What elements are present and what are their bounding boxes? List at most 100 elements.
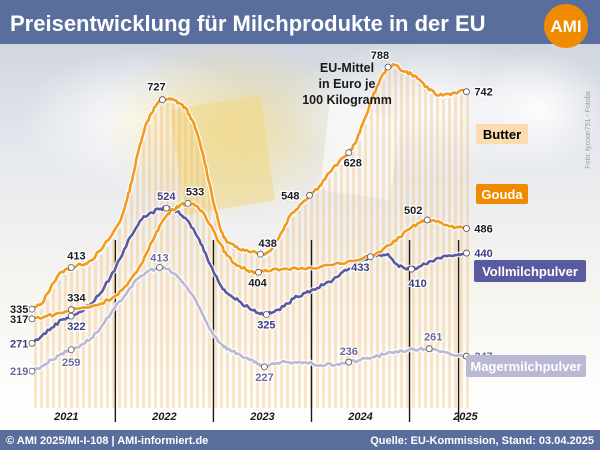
stripe-bar — [250, 254, 253, 408]
value-label: 533 — [186, 186, 204, 198]
stripe-bar — [268, 256, 271, 408]
stripe-bar — [256, 256, 259, 408]
point-marker — [28, 305, 36, 313]
series-line-vollmilchpulver — [31, 205, 467, 345]
photo-credit: Foto: tycoon751 - Fotolia — [585, 91, 592, 169]
value-label: 334 — [67, 293, 86, 305]
value-labels: 335 413 727 438 548 628 788 742 317 334 533 404 502 4… — [9, 49, 494, 385]
value-label: 261 — [424, 332, 442, 344]
stripe-bar — [70, 272, 73, 408]
stripe-bar — [40, 308, 43, 408]
footer-source: Quelle: EU-Kommission, Stand: 03.04.2025 — [370, 435, 594, 447]
point-marker — [255, 268, 262, 276]
value-label: 502 — [404, 205, 422, 217]
point-marker — [306, 191, 313, 199]
value-label: 325 — [257, 319, 275, 331]
stripe-bar — [400, 72, 403, 408]
point-marker — [162, 204, 170, 212]
year-label: 2021 — [53, 411, 78, 423]
point-marker — [67, 264, 75, 271]
stripe-bar — [298, 210, 301, 408]
stripe-bar — [118, 228, 121, 408]
value-label: 440 — [474, 248, 492, 260]
year-label: 2024 — [347, 411, 372, 423]
point-markers — [28, 63, 470, 375]
series-line-gouda — [31, 201, 467, 321]
point-marker — [345, 358, 353, 366]
stripe-bar — [190, 120, 193, 408]
value-label: 317 — [10, 314, 28, 326]
stripe-bar — [46, 299, 49, 408]
point-marker — [423, 216, 431, 224]
point-marker — [159, 96, 166, 104]
point-marker — [425, 345, 433, 353]
stripe-bar — [316, 193, 319, 408]
stripe-bar — [346, 159, 349, 408]
stripe-bar — [220, 231, 223, 408]
value-label: 548 — [281, 190, 299, 202]
stripe-bar — [64, 274, 67, 408]
value-label: 788 — [371, 50, 389, 62]
stripe-bar — [160, 105, 163, 409]
value-label: 219 — [10, 366, 28, 378]
stripe-bar — [178, 106, 181, 408]
page-title: Preisentwicklung für Milchprodukte in de… — [10, 11, 486, 36]
stripe-bar — [454, 96, 457, 408]
stripe-bar — [418, 82, 421, 409]
stripe-bar — [154, 112, 157, 408]
stripe-bar — [148, 124, 151, 409]
year-labels: 2021 2022 2023 2024 2025 — [53, 411, 478, 423]
badge-magermilchpulver-label: Magermilchpulver — [470, 359, 581, 374]
stripe-bar — [286, 227, 289, 408]
point-marker — [67, 312, 75, 320]
stripe-bar — [262, 257, 265, 408]
value-label: 236 — [340, 346, 358, 358]
value-label: 628 — [344, 158, 362, 170]
value-label: 524 — [157, 191, 176, 203]
stripe-bar — [292, 217, 295, 408]
stripe-bar — [244, 253, 247, 408]
series-line-magermilchpulver — [31, 265, 468, 373]
stripe-bar — [202, 155, 205, 408]
stripe-bar — [280, 239, 283, 408]
value-label: 438 — [258, 238, 276, 250]
stripe-bar — [406, 76, 409, 409]
value-label: 259 — [62, 357, 80, 369]
stripe-bar — [448, 97, 451, 409]
stripe-bar — [208, 180, 211, 408]
stripe-bar — [58, 280, 61, 408]
annotation-line-1: EU-Mittel — [320, 61, 374, 75]
unit-annotation: EU-Mittel in Euro je 100 Kilogramm — [302, 61, 392, 107]
stripe-bar — [388, 71, 391, 408]
point-marker — [366, 253, 374, 261]
stripe-bar — [334, 171, 337, 408]
stripe-bar — [136, 165, 139, 408]
point-marker — [257, 250, 264, 258]
stripe-bar — [424, 88, 427, 408]
stripe-bar — [436, 97, 439, 408]
stripe-bar — [328, 178, 331, 408]
stripe-bar — [52, 288, 55, 408]
stripe-bar — [34, 312, 37, 408]
stripe-bar — [214, 208, 217, 408]
stripe-bar — [274, 249, 277, 408]
stripe-bar — [358, 141, 361, 408]
stripe-bar — [106, 247, 109, 408]
value-label: 410 — [408, 278, 426, 290]
stripe-bar — [196, 134, 199, 408]
value-label: 227 — [255, 372, 273, 384]
badge-butter-label: Butter — [483, 127, 521, 142]
stripe-bar — [364, 124, 367, 408]
stripe-bar — [442, 98, 445, 409]
stripe-bar — [412, 78, 415, 409]
point-marker — [156, 264, 163, 271]
point-marker — [463, 88, 470, 96]
annotation-line-3: 100 Kilogramm — [302, 93, 392, 107]
stripe-bar — [430, 94, 433, 408]
year-label: 2022 — [151, 411, 176, 423]
value-label: 742 — [474, 87, 492, 99]
value-label: 271 — [10, 338, 28, 350]
